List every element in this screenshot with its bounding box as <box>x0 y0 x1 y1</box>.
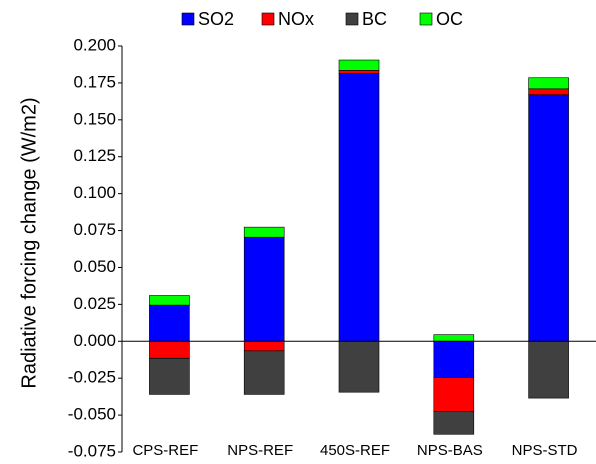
bar-segment <box>149 295 190 306</box>
y-tick-label: 0.075 <box>73 220 116 239</box>
legend-label: SO2 <box>198 9 234 29</box>
bar-segment <box>433 411 475 435</box>
legend-label: BC <box>362 9 387 29</box>
bar-segment <box>243 340 285 352</box>
bar-segment <box>528 340 569 399</box>
y-tick-label: 0.150 <box>73 109 116 128</box>
x-tick-label: 450S-REF <box>320 442 390 459</box>
y-tick-label: 0.100 <box>73 183 116 202</box>
bar-segment <box>433 334 475 342</box>
y-tick-label: -0.025 <box>68 368 116 387</box>
x-tick-label: NPS-STD <box>512 442 578 459</box>
y-tick-label: -0.075 <box>68 441 116 460</box>
bar-segment <box>243 236 285 342</box>
y-axis-label: Radiative forcing change (W/m2) <box>18 97 40 388</box>
bar-segment <box>338 59 380 71</box>
y-tick-label: 0.000 <box>73 331 116 350</box>
bar-segment <box>149 340 190 359</box>
legend-swatch <box>261 12 275 26</box>
bar-segment <box>243 350 285 395</box>
legend-label: OC <box>436 9 463 29</box>
bar-segment <box>338 70 380 74</box>
bar-segment <box>433 377 475 412</box>
y-tick-label: -0.050 <box>68 405 116 424</box>
legend-swatch <box>419 12 433 26</box>
legend-label: NOx <box>278 9 314 29</box>
bar-segment <box>433 340 475 378</box>
legend-swatch <box>181 12 195 26</box>
y-tick-label: 0.175 <box>73 72 116 91</box>
bar-segment <box>149 357 190 395</box>
bar-segment <box>528 77 569 90</box>
bar-segment <box>243 226 285 238</box>
x-tick-label: NPS-REF <box>227 442 293 459</box>
bar-segment <box>528 94 569 342</box>
bar-segment <box>338 340 380 393</box>
bar-segment <box>528 88 569 96</box>
y-tick-label: 0.050 <box>73 257 116 276</box>
bar-segment <box>149 304 190 342</box>
legend-swatch <box>345 12 359 26</box>
y-tick-label: 0.200 <box>73 35 116 54</box>
y-tick-label: 0.025 <box>73 294 116 313</box>
y-tick-label: 0.125 <box>73 146 116 165</box>
x-tick-label: NPS-BAS <box>417 442 483 459</box>
bar-segment <box>338 73 380 342</box>
x-tick-label: CPS-REF <box>132 442 198 459</box>
